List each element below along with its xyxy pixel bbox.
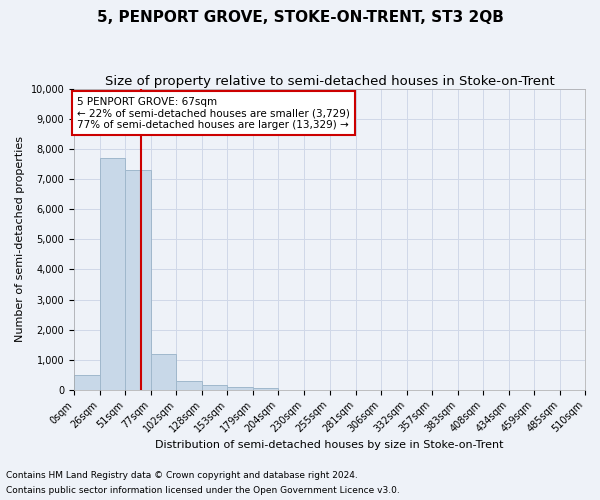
Text: Contains public sector information licensed under the Open Government Licence v3: Contains public sector information licen… — [6, 486, 400, 495]
Bar — [176, 380, 202, 390]
Bar — [100, 158, 125, 390]
Bar — [125, 170, 151, 390]
Y-axis label: Number of semi-detached properties: Number of semi-detached properties — [15, 136, 25, 342]
Bar — [253, 388, 278, 390]
Text: Contains HM Land Registry data © Crown copyright and database right 2024.: Contains HM Land Registry data © Crown c… — [6, 471, 358, 480]
Title: Size of property relative to semi-detached houses in Stoke-on-Trent: Size of property relative to semi-detach… — [104, 75, 554, 88]
Text: 5, PENPORT GROVE, STOKE-ON-TRENT, ST3 2QB: 5, PENPORT GROVE, STOKE-ON-TRENT, ST3 2Q… — [97, 10, 503, 25]
Bar — [227, 386, 253, 390]
X-axis label: Distribution of semi-detached houses by size in Stoke-on-Trent: Distribution of semi-detached houses by … — [155, 440, 504, 450]
Bar — [74, 374, 100, 390]
Bar — [151, 354, 176, 390]
Bar — [202, 385, 227, 390]
Text: 5 PENPORT GROVE: 67sqm
← 22% of semi-detached houses are smaller (3,729)
77% of : 5 PENPORT GROVE: 67sqm ← 22% of semi-det… — [77, 96, 350, 130]
